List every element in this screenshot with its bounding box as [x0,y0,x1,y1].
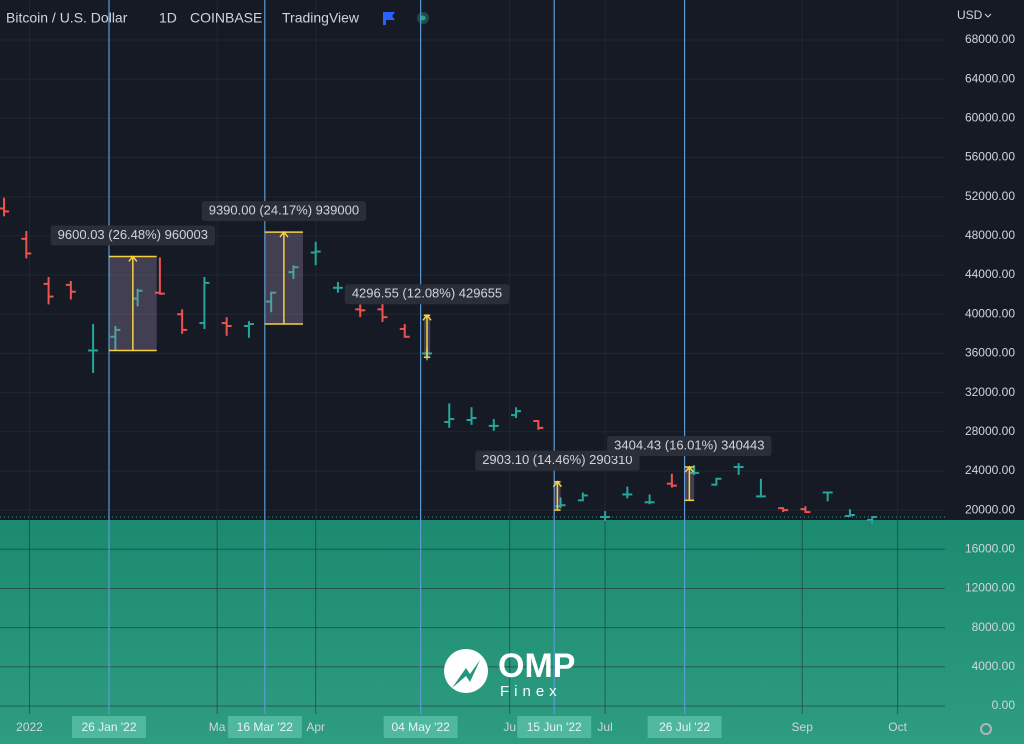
measure-label-bg [475,450,640,471]
y-tick-label: 28000.00 [965,424,1015,438]
y-tick-label: 48000.00 [965,228,1015,242]
marker-label: 16 Mar '22 [237,720,294,734]
marker-label: 26 Jul '22 [659,720,710,734]
measure-label: 9600.03 (26.48%) 960003 [58,227,208,242]
source: TradingView [282,10,360,26]
y-tick-label: 40000.00 [965,306,1015,320]
y-tick-label: 36000.00 [965,346,1015,360]
measure-label: 3404.43 (16.01%) 340443 [614,437,764,452]
y-tick-label: 12000.00 [965,581,1015,595]
measure-label-bg [344,284,510,305]
y-tick-label: 60000.00 [965,111,1015,125]
logo: OMP Finex [444,647,575,700]
x-tick-label: Apr [306,720,325,734]
y-tick-label: 8000.00 [972,620,1016,634]
y-tick-label: 52000.00 [965,189,1015,203]
measure-label: 4296.55 (12.08%) 429655 [352,286,502,301]
currency-caret[interactable] [984,13,992,18]
logo-mark [452,660,480,688]
measure-label-bg [607,435,772,456]
settings-icon[interactable] [980,723,992,735]
logo-sub: Finex [500,683,562,700]
y-tick-label: 16000.00 [965,541,1015,555]
y-tick-label: 32000.00 [965,385,1015,399]
x-tick-label: Ma [209,720,226,734]
x-tick-label: Ju [503,720,516,734]
y-tick-label: 68000.00 [965,32,1015,46]
y-tick-label: 0.00 [992,698,1016,712]
marker-label-bg [227,716,302,738]
status-dot-inner [420,15,426,21]
marker-label-bg [383,716,458,738]
measure-label: 9390.00 (24.17%) 939000 [209,203,359,218]
y-tick-label: 64000.00 [965,71,1015,85]
marker-label-bg [647,716,722,738]
measure-arrow [684,465,694,501]
flag-icon[interactable] [383,12,395,25]
measure-arrow [279,230,289,325]
measure-label-bg [50,225,216,246]
marker-label: 04 May '22 [391,720,450,734]
measure-label: 2903.10 (14.46%) 290310 [482,452,632,467]
x-tick-label: 2022 [16,720,43,734]
x-tick-label: Oct [888,720,907,734]
bottom-gradient [0,520,1024,744]
y-tick-label: 4000.00 [972,659,1016,673]
measure-arrow [128,255,138,351]
x-tick-label: Sep [792,720,814,734]
measure-arrow [552,480,562,511]
marker-label-bg [72,716,146,738]
measure-label-bg [201,201,367,222]
marker-label-bg [517,716,592,738]
exchange: COINBASE [190,10,262,26]
interval: 1D [159,10,177,26]
x-tick-label: Jul [597,720,612,734]
measure-arrow [422,314,432,358]
symbol-title: Bitcoin / U.S. Dollar [6,10,128,26]
y-tick-label: 44000.00 [965,267,1015,281]
marker-label: 15 Jun '22 [527,720,582,734]
marker-label: 26 Jan '22 [81,720,136,734]
logo-name: OMP [498,647,575,685]
y-tick-label: 24000.00 [965,463,1015,477]
y-tick-label: 20000.00 [965,502,1015,516]
currency[interactable]: USD [957,8,983,22]
y-tick-label: 56000.00 [965,150,1015,164]
